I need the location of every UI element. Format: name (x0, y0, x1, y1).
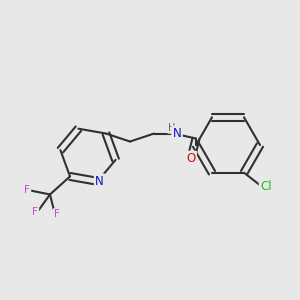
Text: H: H (168, 123, 176, 133)
Text: Cl: Cl (260, 180, 272, 193)
Text: O: O (186, 152, 196, 165)
Text: N: N (95, 175, 104, 188)
Text: F: F (54, 209, 60, 219)
Text: N: N (172, 127, 182, 140)
Text: F: F (24, 185, 30, 195)
Text: F: F (32, 207, 38, 218)
